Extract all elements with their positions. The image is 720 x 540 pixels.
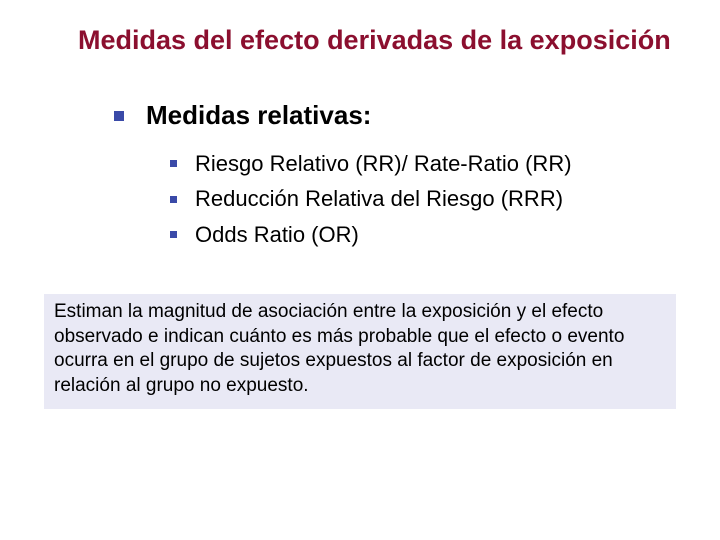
section-heading: Medidas relativas:: [146, 100, 371, 131]
section: Medidas relativas: Riesgo Relativo (RR)/…: [114, 100, 720, 250]
section-heading-row: Medidas relativas:: [114, 100, 720, 131]
list-item-text: Odds Ratio (OR): [195, 220, 359, 250]
square-bullet-icon: [170, 196, 177, 203]
callout-box: Estiman la magnitud de asociación entre …: [44, 294, 676, 409]
list-item: Riesgo Relativo (RR)/ Rate-Ratio (RR): [170, 149, 720, 179]
square-bullet-icon: [170, 160, 177, 167]
square-bullet-icon: [114, 111, 124, 121]
callout-text: Estiman la magnitud de asociación entre …: [54, 300, 666, 399]
list-item: Odds Ratio (OR): [170, 220, 720, 250]
slide: Medidas del efecto derivadas de la expos…: [0, 0, 720, 540]
list-item: Reducción Relativa del Riesgo (RRR): [170, 184, 720, 214]
slide-title: Medidas del efecto derivadas de la expos…: [78, 24, 680, 58]
list-item-text: Riesgo Relativo (RR)/ Rate-Ratio (RR): [195, 149, 572, 179]
square-bullet-icon: [170, 231, 177, 238]
item-list: Riesgo Relativo (RR)/ Rate-Ratio (RR) Re…: [170, 149, 720, 250]
list-item-text: Reducción Relativa del Riesgo (RRR): [195, 184, 563, 214]
